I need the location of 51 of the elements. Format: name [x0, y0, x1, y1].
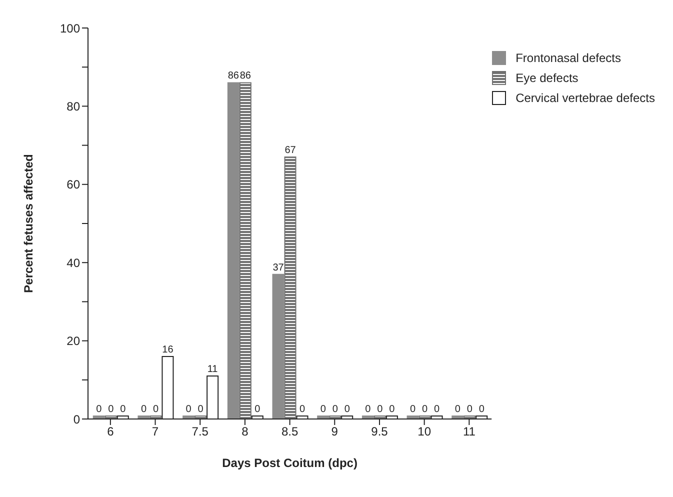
- x-tick-label: 8: [242, 424, 249, 439]
- x-tick-label: 7: [152, 424, 159, 439]
- x-tick-label: 6: [107, 424, 114, 439]
- legend-label: Cervical vertebrae defects: [516, 91, 655, 105]
- x-tick-label: 10: [418, 424, 432, 439]
- y-tick-label: 100: [60, 21, 80, 36]
- legend-label: Eye defects: [516, 71, 578, 85]
- x-tick-label: 9: [331, 424, 338, 439]
- data-label: 0: [389, 404, 396, 415]
- data-label: 0: [96, 404, 102, 415]
- bar: [284, 156, 296, 419]
- data-label: 0: [140, 404, 147, 415]
- data-label: 0: [466, 404, 473, 415]
- data-label: 67: [284, 145, 296, 156]
- bar: [272, 274, 284, 419]
- data-label: 0: [186, 404, 192, 415]
- data-label: 0: [422, 404, 428, 415]
- data-label: 0: [152, 404, 159, 415]
- data-label: 86: [240, 70, 252, 82]
- y-tick-label: 20: [66, 334, 80, 348]
- data-label: 0: [332, 404, 338, 415]
- y-tick-label: 0: [73, 412, 80, 426]
- y-axis-title: Percent fetuses affected: [21, 154, 36, 293]
- y-tick-label: 40: [66, 256, 80, 270]
- data-label: 0: [365, 404, 372, 415]
- x-tick-label: 9.5: [371, 424, 388, 439]
- data-label: 0: [108, 404, 114, 415]
- data-label: 37: [272, 262, 284, 274]
- x-tick-label: 8.5: [281, 424, 298, 439]
- data-label: 16: [162, 344, 174, 356]
- data-label: 0: [320, 404, 326, 415]
- data-label: 0: [410, 404, 416, 415]
- data-label: 0: [344, 404, 350, 415]
- legend-label: Frontonasal defects: [516, 51, 621, 65]
- x-tick-label: 7.5: [192, 424, 209, 439]
- data-label: 0: [299, 404, 306, 415]
- data-label: 11: [207, 364, 218, 375]
- data-label: 0: [120, 404, 126, 415]
- y-tick-label: 60: [66, 178, 80, 192]
- data-label: 86: [228, 70, 240, 82]
- data-label: 0: [478, 404, 485, 415]
- x-axis-title: Days Post Coitum (dpc): [222, 456, 358, 470]
- bar: [239, 82, 252, 419]
- y-tick-label: 80: [66, 99, 80, 114]
- data-label: 0: [377, 404, 384, 415]
- x-tick-label: 11: [462, 424, 476, 439]
- data-label: 0: [254, 404, 261, 415]
- data-label: 0: [434, 404, 440, 415]
- data-label: 0: [454, 404, 461, 415]
- data-label: 0: [198, 404, 204, 415]
- bar: [227, 82, 240, 419]
